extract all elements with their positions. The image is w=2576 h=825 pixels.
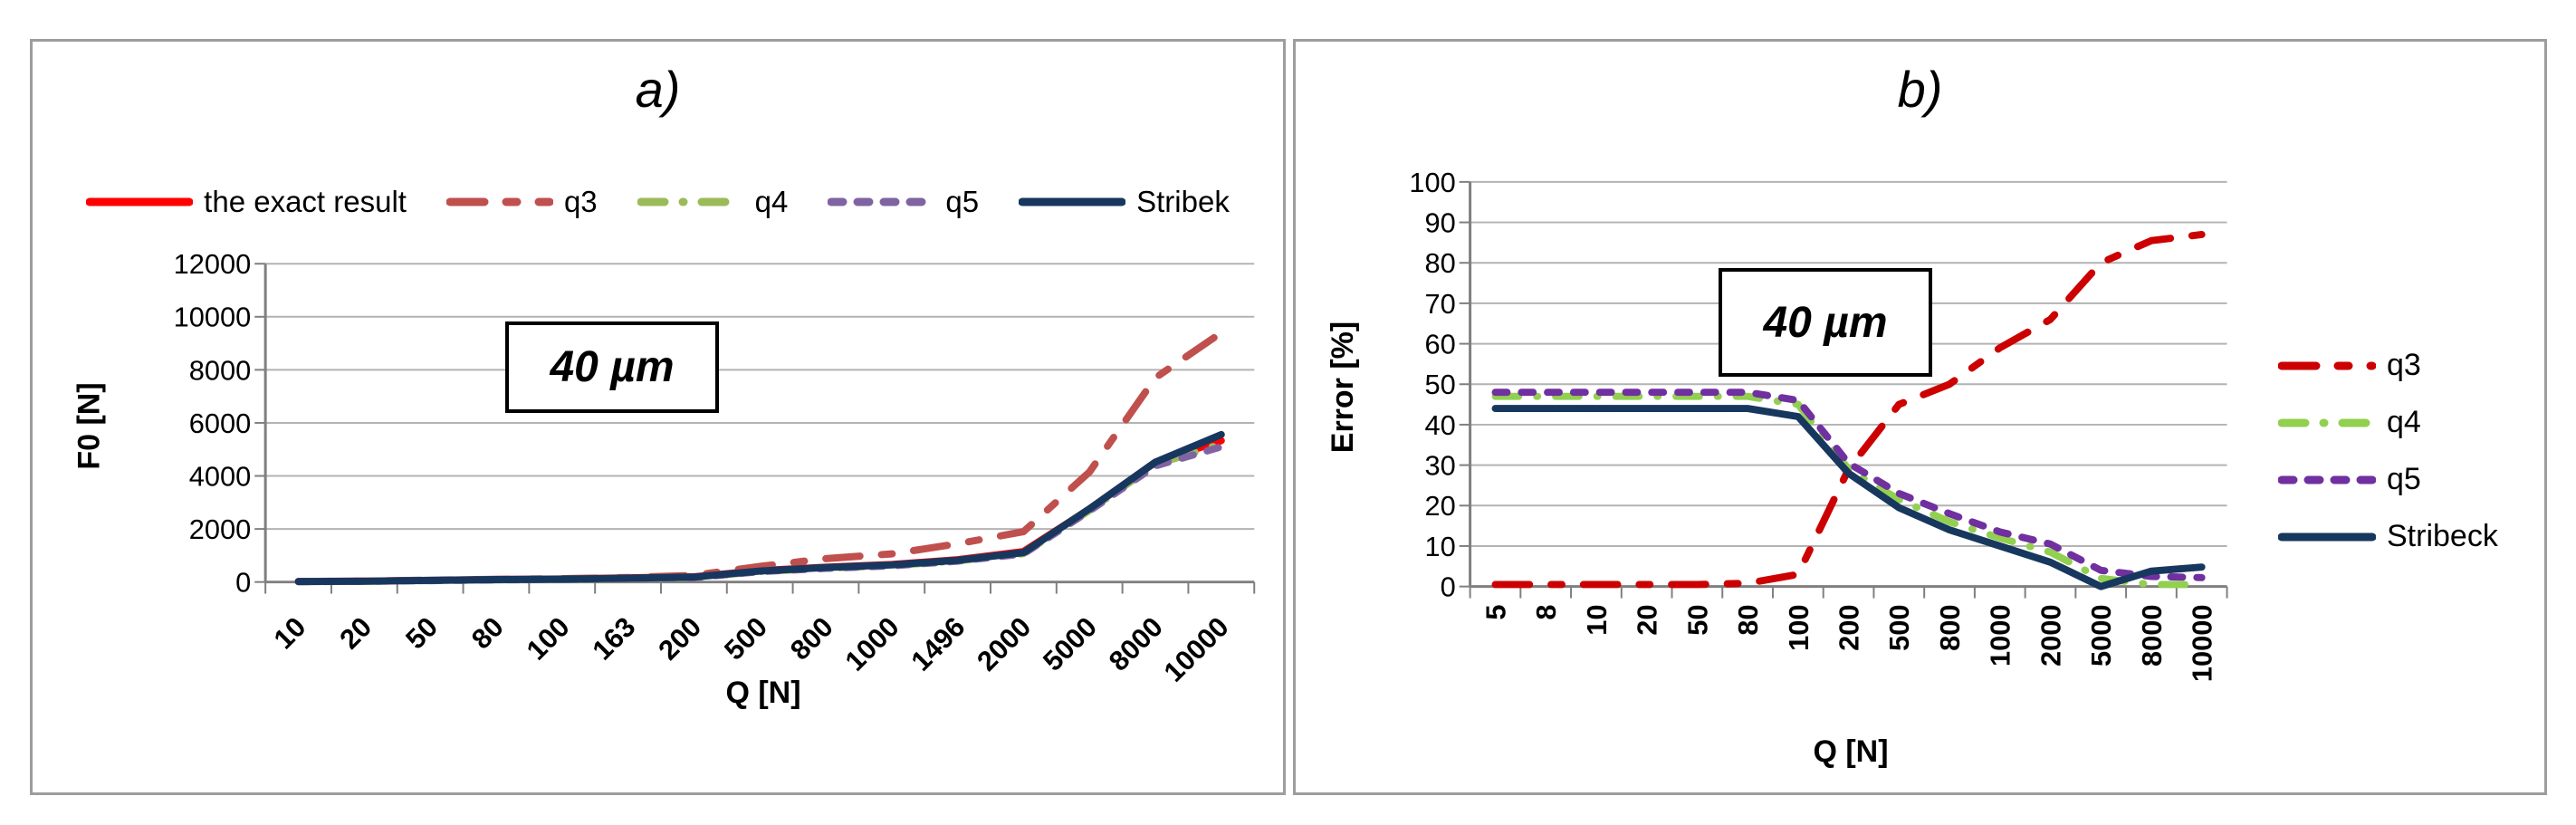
- y-tick-label: 40: [1424, 409, 1455, 441]
- y-tick-label: 4000: [189, 460, 251, 492]
- legend-item-Stribek: Stribek: [1019, 185, 1230, 219]
- legend-item-q5: q5: [2278, 462, 2498, 497]
- legend-swatch-q5-line: [828, 197, 935, 206]
- x-tick-label: 2000: [971, 611, 1037, 677]
- y-tick-label: 60: [1424, 329, 1455, 360]
- y-tick-label: 20: [1424, 490, 1455, 522]
- y-tick-label: 10000: [174, 302, 252, 333]
- legend-item-the-exact-result: the exact result: [86, 185, 407, 219]
- x-tick-label: 5000: [2085, 605, 2117, 667]
- series-line-Stribek: [294, 430, 1225, 586]
- chart-a-legend: the exact result q3 q4 q5 Stribek: [69, 185, 1247, 219]
- chart-a-x-axis-title: Q [N]: [725, 676, 801, 710]
- x-tick-label: 100: [521, 611, 576, 667]
- x-tick-label: 5000: [1037, 611, 1103, 677]
- chart-a-plot: 0 2000 4000 6000 8000 10000 12000 10 20 50 80 100 16…: [174, 248, 1256, 688]
- x-tick-label: 163: [586, 611, 641, 667]
- y-tick-label: 2000: [189, 513, 251, 545]
- chart-a-y-axis-title-wrap: F0 [N]: [67, 265, 112, 586]
- x-tick-label: 1000: [1985, 605, 2016, 667]
- chart-b-title: b): [1897, 61, 1943, 118]
- y-tick-label: 10: [1424, 531, 1455, 562]
- panel-a: a) the exact result q3 q4 q5 Stribek 0 2000 40…: [30, 39, 1286, 795]
- y-tick-label: 100: [1409, 167, 1455, 198]
- chart-b-legend: q3 q4 q5 Stribeck: [2278, 348, 2498, 554]
- legend-label: q5: [2387, 462, 2421, 496]
- x-tick-label: 1000: [839, 611, 905, 677]
- y-tick-label: 0: [235, 567, 251, 599]
- chart-b-x-axis-title: Q [N]: [1813, 734, 1889, 769]
- x-tick-label: 20: [333, 611, 378, 656]
- x-tick-label: 800: [1934, 605, 1966, 651]
- chart-a-annotation: 40 µm: [505, 321, 719, 413]
- x-tick-label: 200: [1833, 605, 1864, 651]
- x-tick-label: 200: [652, 611, 707, 667]
- chart-a-title: a): [635, 61, 681, 118]
- x-tick-label: 50: [399, 611, 444, 656]
- legend-item-q5: q5: [828, 185, 979, 219]
- legend-label: q4: [754, 185, 789, 218]
- x-tick-label: 500: [718, 611, 773, 667]
- legend-swatch-Stribek-line: [1019, 197, 1126, 206]
- legend-item-q3: q3: [2278, 348, 2498, 383]
- legend-swatch-Stribeck-line: [2278, 532, 2376, 541]
- y-tick-label: 80: [1424, 247, 1455, 279]
- x-tick-label: 2000: [2035, 605, 2066, 667]
- y-tick-label: 6000: [189, 408, 251, 439]
- legend-label: Stribek: [1136, 185, 1230, 218]
- y-tick-label: 70: [1424, 288, 1455, 320]
- x-tick-label: 1496: [905, 611, 971, 677]
- x-tick-label: 80: [465, 611, 510, 656]
- legend-item-q4: q4: [2278, 405, 2498, 440]
- y-tick-label: 90: [1424, 206, 1455, 238]
- legend-item-Stribeck: Stribeck: [2278, 519, 2498, 554]
- series-line-Stribeck: [1491, 405, 2206, 590]
- legend-swatch-the-exact-result-line: [86, 197, 194, 206]
- legend-label: q3: [2387, 348, 2421, 382]
- legend-swatch-q3-line: [2278, 361, 2376, 369]
- legend-swatch-q5-line: [2278, 475, 2376, 484]
- legend-label: q5: [945, 185, 980, 218]
- x-tick-label: 20: [1632, 605, 1663, 636]
- chart-b-y-axis-title-wrap: Error [%]: [1321, 183, 1366, 590]
- chart-b-annotation: 40 µm: [1719, 268, 1932, 377]
- y-tick-label: 12000: [174, 248, 252, 280]
- x-tick-label: 800: [784, 611, 839, 667]
- legend-swatch-q3-line: [445, 197, 553, 206]
- legend-swatch-q4-line: [637, 197, 744, 206]
- chart-b-y-axis-title: Error [%]: [1326, 321, 1361, 453]
- x-tick-label: 100: [1783, 605, 1815, 651]
- panel-b: b) q3 q4 q5 Stribeck 0 10 20 30 40 50 60 70 80 90 100…: [1293, 39, 2547, 795]
- x-tick-label: 8: [1530, 605, 1562, 620]
- legend-label: q3: [563, 185, 598, 218]
- legend-label: the exact result: [204, 185, 407, 218]
- legend-label: Stribeck: [2387, 519, 2498, 553]
- y-tick-label: 0: [1441, 571, 1456, 603]
- x-tick-label: 10: [1581, 605, 1613, 636]
- x-tick-label: 50: [1681, 605, 1713, 636]
- x-tick-label: 10000: [2187, 605, 2218, 683]
- chart-b-plot: 0 10 20 30 40 50 60 70 80 90 100 5 8 10 20 50 80 100 200 50…: [1409, 167, 2228, 683]
- y-tick-label: 30: [1424, 450, 1455, 482]
- x-tick-label: 8000: [2136, 605, 2168, 667]
- series-line-q5: [1491, 389, 2206, 581]
- legend-item-q4: q4: [637, 185, 789, 219]
- legend-label: q4: [2387, 405, 2421, 439]
- chart-a-y-axis-title: F0 [N]: [72, 381, 107, 470]
- y-tick-label: 8000: [189, 354, 251, 386]
- legend-item-q3: q3: [445, 185, 598, 219]
- legend-swatch-q4-line: [2278, 418, 2376, 427]
- x-tick-label: 80: [1732, 605, 1764, 636]
- y-tick-label: 50: [1424, 369, 1455, 400]
- x-tick-label: 500: [1883, 605, 1915, 651]
- x-tick-label: 10: [267, 611, 311, 656]
- x-tick-label: 5: [1480, 605, 1511, 620]
